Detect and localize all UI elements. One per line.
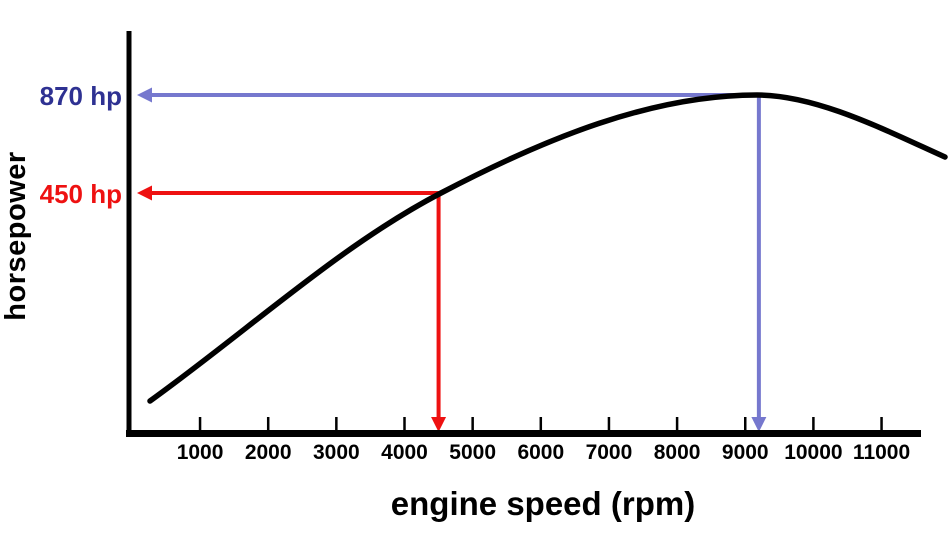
- x-axis-line: [126, 430, 921, 437]
- x-axis-tick-9000: [744, 417, 747, 430]
- x-axis-tick-8000: [675, 417, 679, 430]
- x-tick-label-1000: 1000: [176, 441, 224, 464]
- x-axis-tick-10000: [812, 417, 815, 430]
- annotation-arrowhead-left-450: [137, 185, 152, 201]
- x-axis-tick-4000: [403, 417, 406, 430]
- annotation-450hp-label: 450 hp: [39, 179, 122, 209]
- x-tick-label-3000: 3000: [312, 441, 360, 464]
- x-axis-tick-5000: [471, 417, 474, 430]
- x-axis-tick-1000: [198, 417, 202, 430]
- x-tick-label-10000: 10000: [784, 441, 843, 464]
- x-axis-tick-7000: [607, 417, 611, 430]
- annotation-870hp-label: 870 hp: [39, 81, 122, 111]
- x-axis-tick-11000: [880, 417, 883, 430]
- x-tick-label-8000: 8000: [653, 441, 701, 464]
- x-tick-label-7000: 7000: [585, 441, 633, 464]
- x-axis-title: engine speed (rpm): [390, 485, 696, 522]
- x-tick-label-4000: 4000: [381, 441, 428, 464]
- x-axis-tick-3000: [335, 417, 338, 430]
- y-axis-line: [126, 31, 132, 437]
- x-tick-label-6000: 6000: [517, 441, 565, 464]
- x-tick-label-11000: 11000: [852, 441, 911, 464]
- x-tick-label-9000: 9000: [721, 441, 769, 464]
- y-axis-title: horsepower: [0, 151, 32, 321]
- annotation-arrowhead-left-870: [137, 87, 152, 103]
- x-axis-tick-2000: [266, 417, 270, 430]
- annotation-arrowhead-down-450: [431, 417, 447, 432]
- x-tick-label-2000: 2000: [244, 441, 292, 464]
- x-tick-label-5000: 5000: [449, 441, 496, 464]
- horsepower-curve: [147, 92, 948, 404]
- x-axis-tick-6000: [539, 417, 543, 430]
- annotation-arrowhead-down-870: [751, 417, 767, 432]
